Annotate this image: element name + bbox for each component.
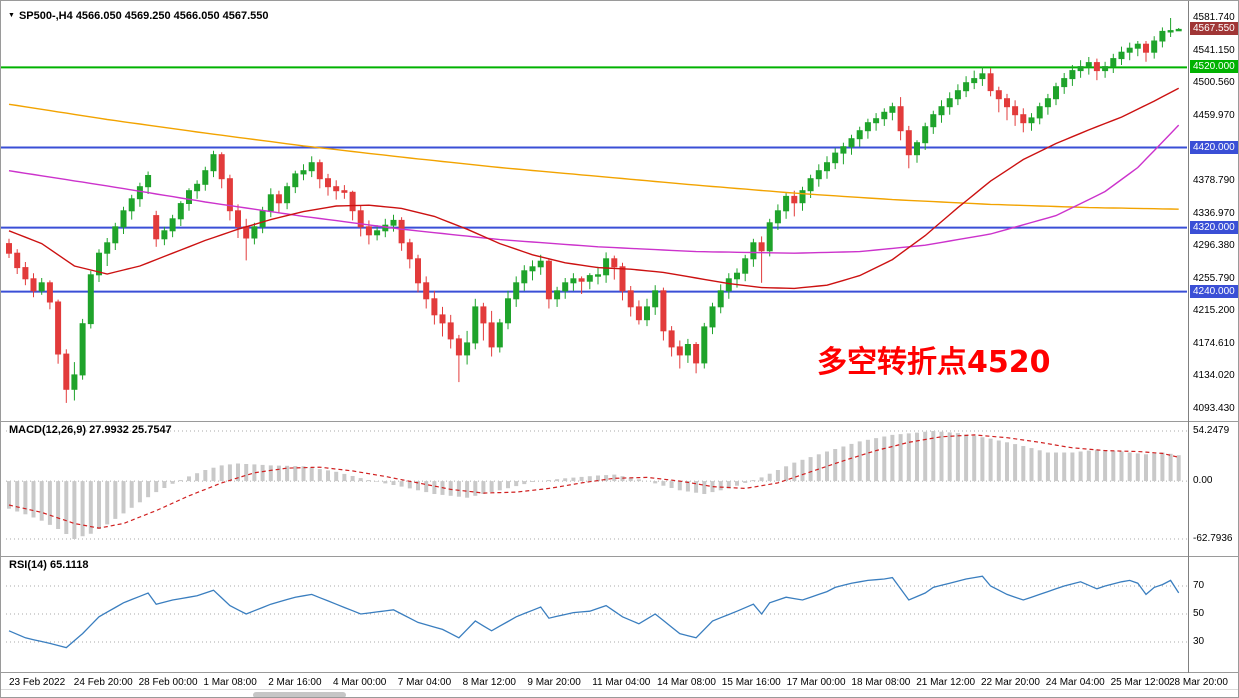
price-axis-label: 4541.150 <box>1193 44 1235 56</box>
ohlc-readout: 4566.050 4569.250 4566.050 4567.550 <box>75 10 269 22</box>
rsi-axis-label: 70 <box>1193 580 1205 591</box>
price-axis-label: 4174.610 <box>1193 337 1235 349</box>
price-axis-label: 4296.380 <box>1193 240 1235 252</box>
level-price-label: 4420.000 <box>1190 140 1238 154</box>
symbol-marker-icon: ▼ <box>8 12 15 19</box>
macd-name: MACD(12,26,9) <box>9 424 87 436</box>
macd-axis-label: -62.7936 <box>1193 533 1233 544</box>
price-axis-label: 4093.430 <box>1193 403 1235 414</box>
time-axis-label: 23 Feb 2022 <box>9 677 66 688</box>
rsi-axis-label: 50 <box>1193 608 1205 619</box>
macd-histogram <box>7 431 1181 539</box>
ma-line-ma-fast <box>8 87 1180 290</box>
time-axis[interactable]: 23 Feb 2022 24 Feb 20:00 28 Feb 00:00 1 Mar… <box>1 673 1238 689</box>
time-axis-label: 11 Mar 04:00 <box>592 677 651 688</box>
rsi-value: 65.1118 <box>49 559 89 571</box>
chart-annotation-text: 多空转折点4520 <box>817 345 1051 380</box>
macd-values: 27.9932 25.7547 <box>89 424 172 436</box>
rsi-axis-label: 30 <box>1193 636 1205 647</box>
macd-axis-label: 54.2479 <box>1193 425 1230 436</box>
time-axis-label: 21 Mar 12:00 <box>916 677 976 688</box>
time-axis-label: 25 Mar 12:00 <box>1110 677 1170 688</box>
time-axis-label: 18 Mar 08:00 <box>851 677 911 688</box>
time-axis-label: 22 Mar 20:00 <box>981 677 1040 688</box>
rsi-indicator-label: RSI(14) 65.1118 <box>9 559 89 571</box>
symbol-title: SP500-,H4 <box>18 10 73 22</box>
price-axis-label: 4215.200 <box>1193 305 1235 317</box>
time-axis-label: 28 Mar 20:00 <box>1169 677 1228 688</box>
price-axis-label: 4378.790 <box>1193 174 1235 186</box>
price-axis-label: 4255.790 <box>1193 272 1235 284</box>
price-axis-label: 4581.740 <box>1193 12 1235 23</box>
time-axis-label: 28 Feb 00:00 <box>138 677 198 688</box>
ma-line-ma-mid <box>8 124 1180 254</box>
macd-indicator-label: MACD(12,26,9) 27.9932 25.7547 <box>9 424 172 436</box>
price-axis-label: 4500.560 <box>1193 77 1235 88</box>
current-price-label: 4567.550 <box>1190 22 1238 36</box>
time-axis-label: 9 Mar 20:00 <box>527 677 581 688</box>
level-price-label: 4520.000 <box>1190 60 1238 74</box>
price-axis-label: 4134.020 <box>1193 370 1235 382</box>
candlestick-series <box>6 18 1182 403</box>
time-axis-label: 2 Mar 16:00 <box>268 677 322 688</box>
horizontal-level-lines <box>1 66 1187 293</box>
price-axis-label: 4459.970 <box>1193 109 1235 121</box>
level-price-label: 4320.000 <box>1190 220 1238 234</box>
rsi-line <box>8 575 1180 649</box>
time-axis-label: 8 Mar 12:00 <box>462 677 516 688</box>
horizontal-scrollbar[interactable] <box>1 689 1238 697</box>
macd-axis-label: 0.00 <box>1193 475 1213 487</box>
time-axis-label: 15 Mar 16:00 <box>721 677 781 688</box>
chart-header: ▼ SP500-,H4 4566.050 4569.250 4566.050 45… <box>8 10 269 22</box>
time-axis-label: 24 Feb 20:00 <box>73 677 133 688</box>
time-axis-label: 1 Mar 08:00 <box>203 677 257 688</box>
scrollbar-thumb[interactable] <box>253 692 346 697</box>
price-axis-label: 4336.970 <box>1193 207 1235 219</box>
level-price-label: 4240.000 <box>1190 284 1238 298</box>
ma-line-ma-slow <box>8 103 1179 210</box>
macd-signal-line <box>8 434 1179 529</box>
time-axis-label: 24 Mar 04:00 <box>1045 677 1105 688</box>
time-axis-label: 4 Mar 00:00 <box>333 677 387 688</box>
price-axis[interactable]: 4581.740 4567.550 4541.150 4520.000 4500.560… <box>1188 1 1238 673</box>
time-axis-label: 7 Mar 04:00 <box>397 677 452 688</box>
time-axis-label: 14 Mar 08:00 <box>657 677 716 688</box>
rsi-name: RSI(14) <box>9 559 47 571</box>
time-axis-label: 17 Mar 00:00 <box>786 677 846 688</box>
